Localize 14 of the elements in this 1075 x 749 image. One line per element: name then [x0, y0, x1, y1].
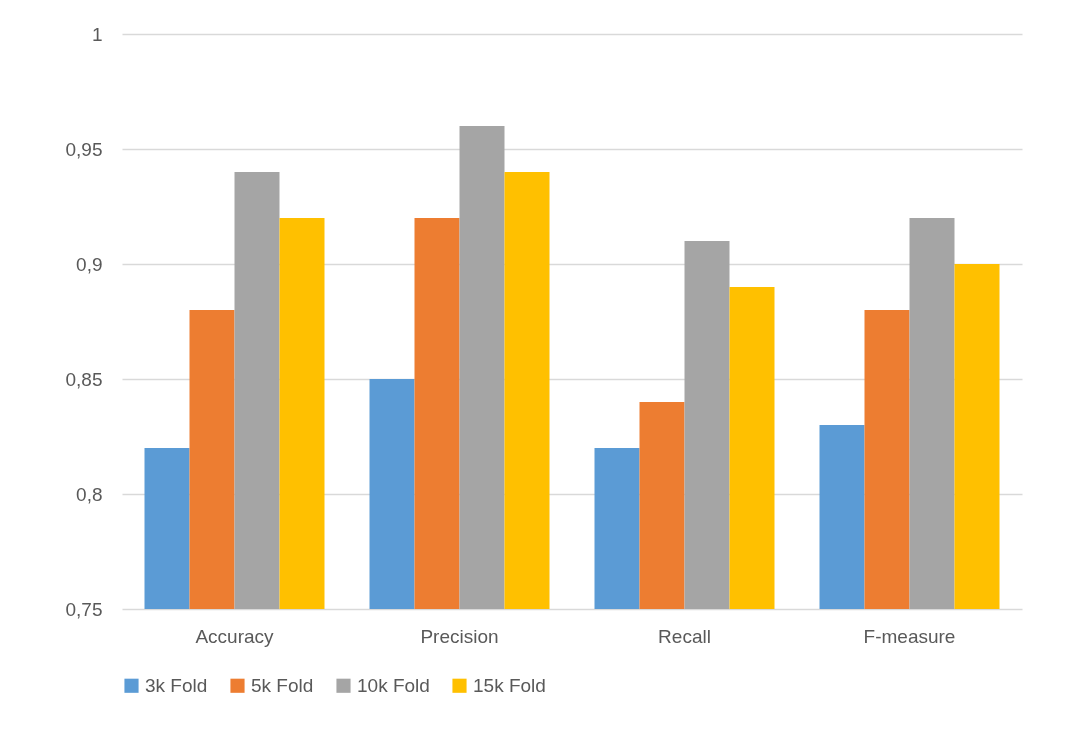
x-tick-label: Recall — [658, 625, 711, 647]
x-tick-label: Accuracy — [195, 625, 275, 647]
x-tick-label: Precision — [420, 625, 499, 647]
y-tick-label: 0,8 — [76, 483, 103, 505]
x-tick-label: F-measure — [863, 625, 956, 647]
legend-label: 5k Fold — [251, 674, 314, 696]
y-tick-label: 0,75 — [65, 598, 103, 620]
y-tick-label: 0,95 — [65, 138, 103, 160]
y-tick-label: 0,85 — [65, 368, 103, 390]
y-tick-label: 0,9 — [76, 253, 103, 275]
y-tick-label: 1 — [91, 23, 103, 45]
legend-label: 3k Fold — [145, 674, 208, 696]
legend-label: 15k Fold — [473, 674, 546, 696]
legend-label: 10k Fold — [357, 674, 430, 696]
